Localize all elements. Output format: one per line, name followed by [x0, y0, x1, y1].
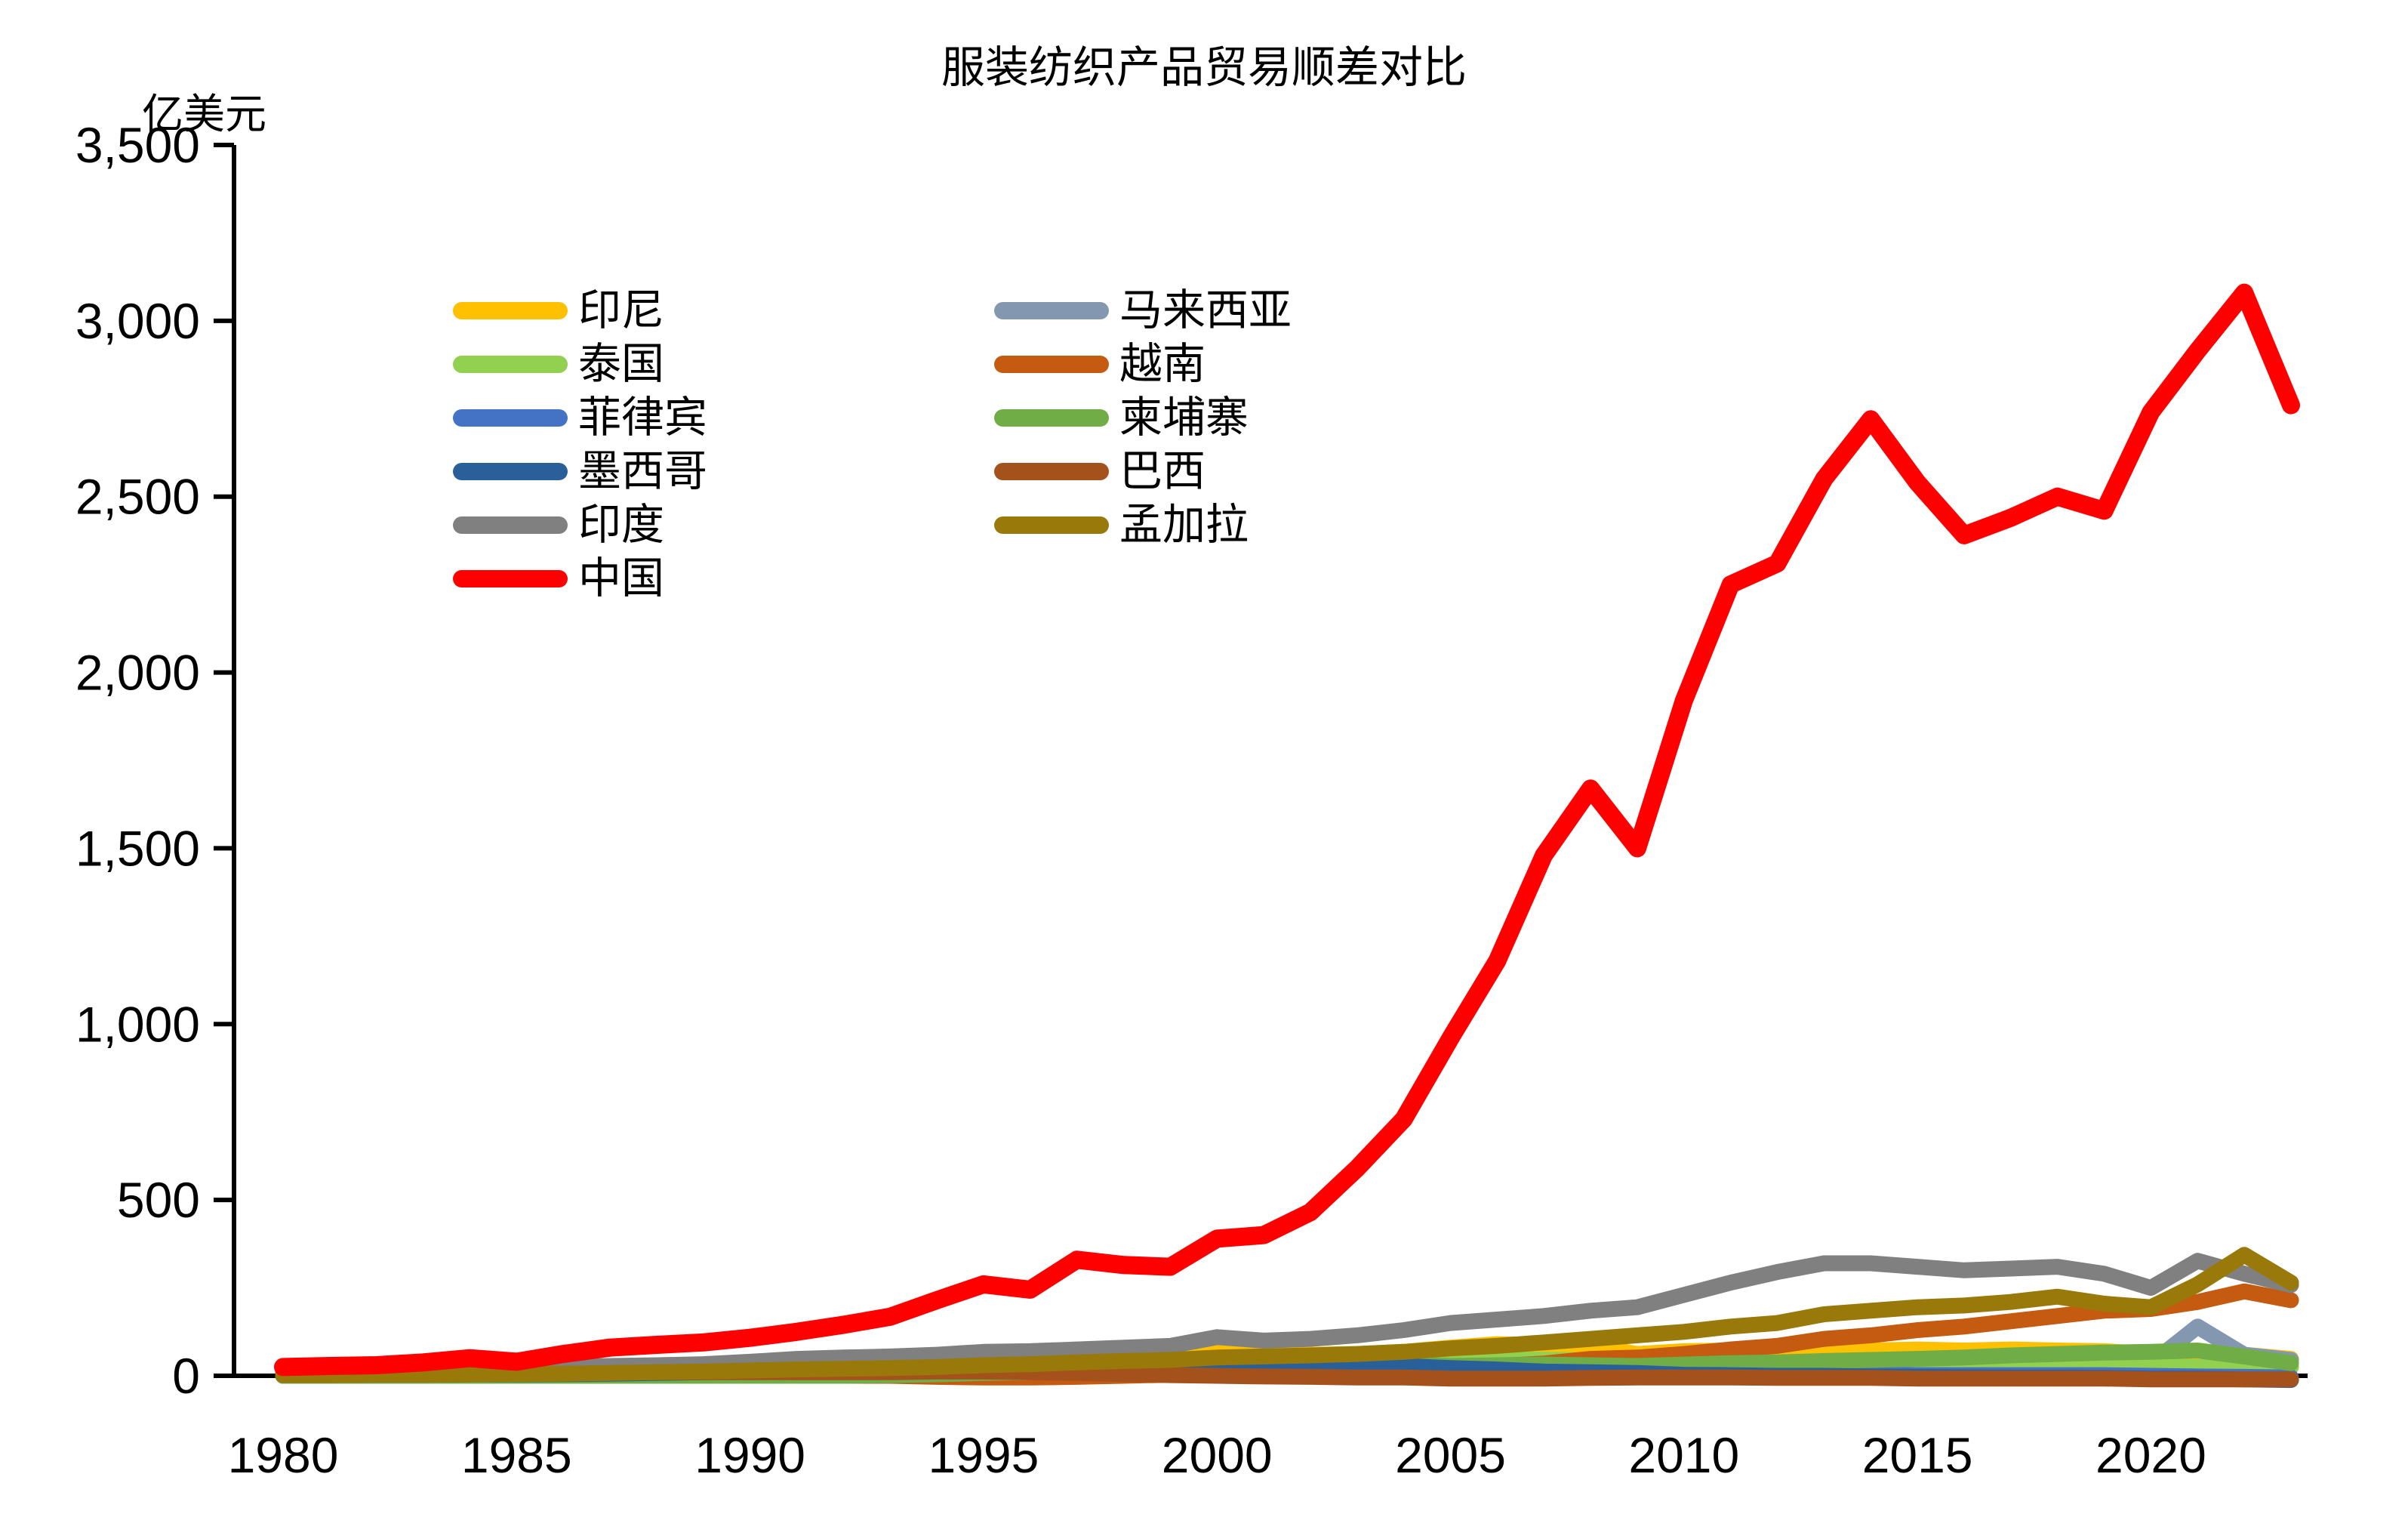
y-tick-label: 1,500 [75, 820, 200, 876]
line-bangladesh [275, 1247, 2299, 1383]
x-tick-label: 2020 [2095, 1427, 2206, 1483]
y-tick-label: 3,500 [75, 117, 200, 173]
x-tick-label: 2000 [1162, 1427, 1273, 1483]
x-tick-label: 2010 [1628, 1427, 1739, 1483]
y-tick-label: 3,000 [75, 293, 200, 349]
y-tick-label: 2,500 [75, 469, 200, 525]
x-tick-label: 1990 [694, 1427, 805, 1483]
y-axis-unit-label: 亿美元 [142, 91, 267, 137]
x-tick-label: 1985 [461, 1427, 572, 1483]
x-tick-label: 1995 [928, 1427, 1039, 1483]
y-tick-label: 0 [172, 1348, 200, 1404]
y-tick-label: 1,000 [75, 996, 200, 1052]
chart-title: 服装纺织产品贸易顺差对比 [941, 43, 1467, 92]
line-china [274, 283, 2300, 1377]
y-tick-label: 2,000 [75, 645, 200, 701]
x-tick-label: 2015 [1862, 1427, 1973, 1483]
x-tick-label: 2005 [1395, 1427, 1506, 1483]
y-tick-label: 500 [117, 1172, 200, 1228]
x-tick-label: 1980 [228, 1427, 339, 1483]
